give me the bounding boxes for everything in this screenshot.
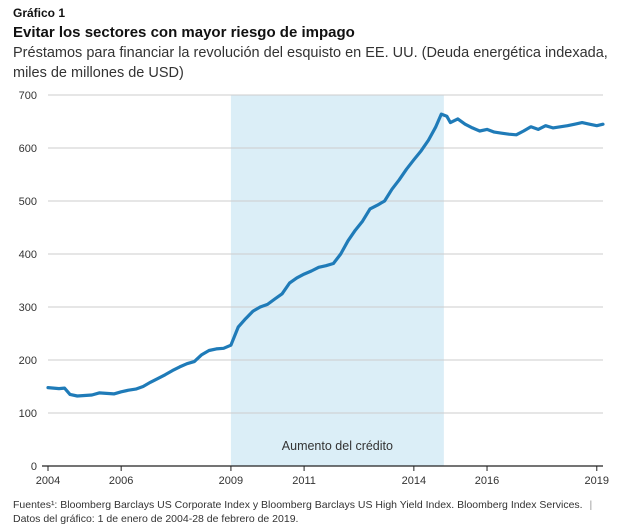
chart-subtitle: Préstamos para financiar la revolución d…	[13, 45, 608, 81]
x-tick-label: 2014	[402, 475, 426, 487]
x-tick-label: 2009	[219, 475, 243, 487]
y-tick-label: 0	[31, 461, 37, 473]
x-tick-label: 2006	[109, 475, 133, 487]
y-tick-label: 600	[19, 143, 37, 155]
chart-title: Evitar los sectores con mayor riesgo de …	[13, 24, 355, 41]
x-tick-label: 2016	[475, 475, 499, 487]
x-tick-label: 2011	[292, 475, 316, 487]
grid-layer	[48, 94, 603, 414]
x-tick-label: 2004	[36, 475, 60, 487]
axis-layer: 0 100 200 300 400 500 600 700 2004 2006 2009 2011 20…	[19, 90, 609, 487]
footer-separator: |	[589, 499, 593, 511]
y-tick-label: 300	[19, 302, 37, 314]
figure-label: Gráfico 1	[13, 6, 66, 20]
shaded-region-label: Aumento del crédito	[282, 439, 393, 453]
series-layer	[46, 112, 605, 398]
chart-footer: Fuentes¹: Bloomberg Barclays US Corporat…	[13, 498, 613, 526]
dates-note: Datos del gráfico: 1 de enero de 2004-28…	[13, 513, 299, 525]
x-tick-label: 2019	[585, 475, 609, 487]
sources-note: Fuentes¹: Bloomberg Barclays US Corporat…	[13, 499, 583, 511]
y-tick-label: 200	[19, 355, 37, 367]
y-tick-label: 100	[19, 408, 37, 420]
y-tick-label: 500	[19, 196, 37, 208]
y-tick-label: 400	[19, 249, 37, 261]
y-tick-label: 700	[19, 90, 37, 102]
shaded-region-layer: Aumento del crédito	[230, 95, 444, 466]
series-line	[46, 112, 605, 398]
credit-boom-band	[230, 95, 444, 466]
